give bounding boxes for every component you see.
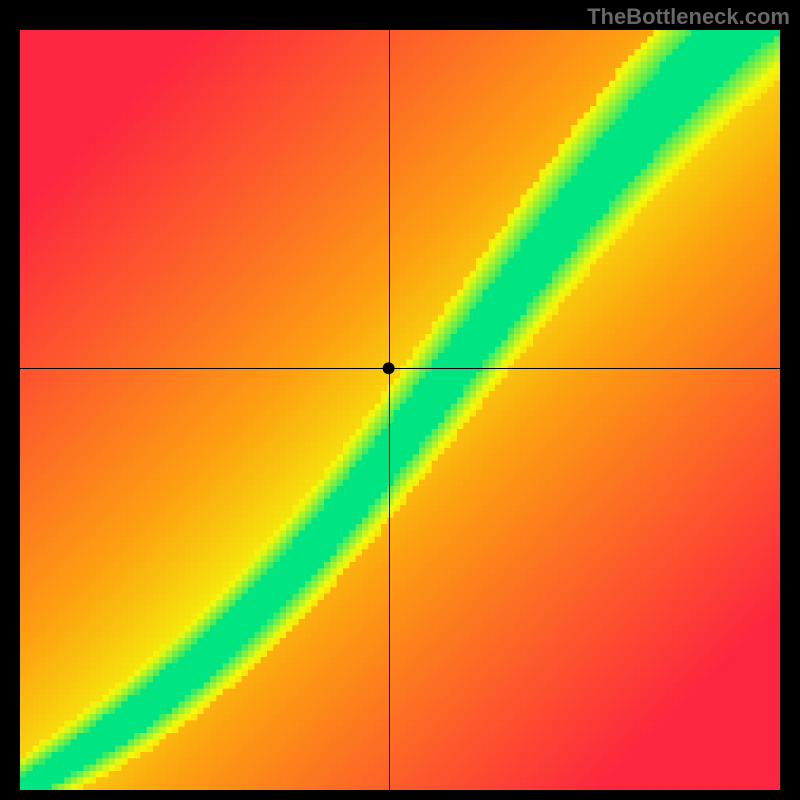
chart-container: TheBottleneck.com [0, 0, 800, 800]
attribution-label: TheBottleneck.com [587, 4, 790, 30]
bottleneck-heatmap [20, 30, 780, 790]
